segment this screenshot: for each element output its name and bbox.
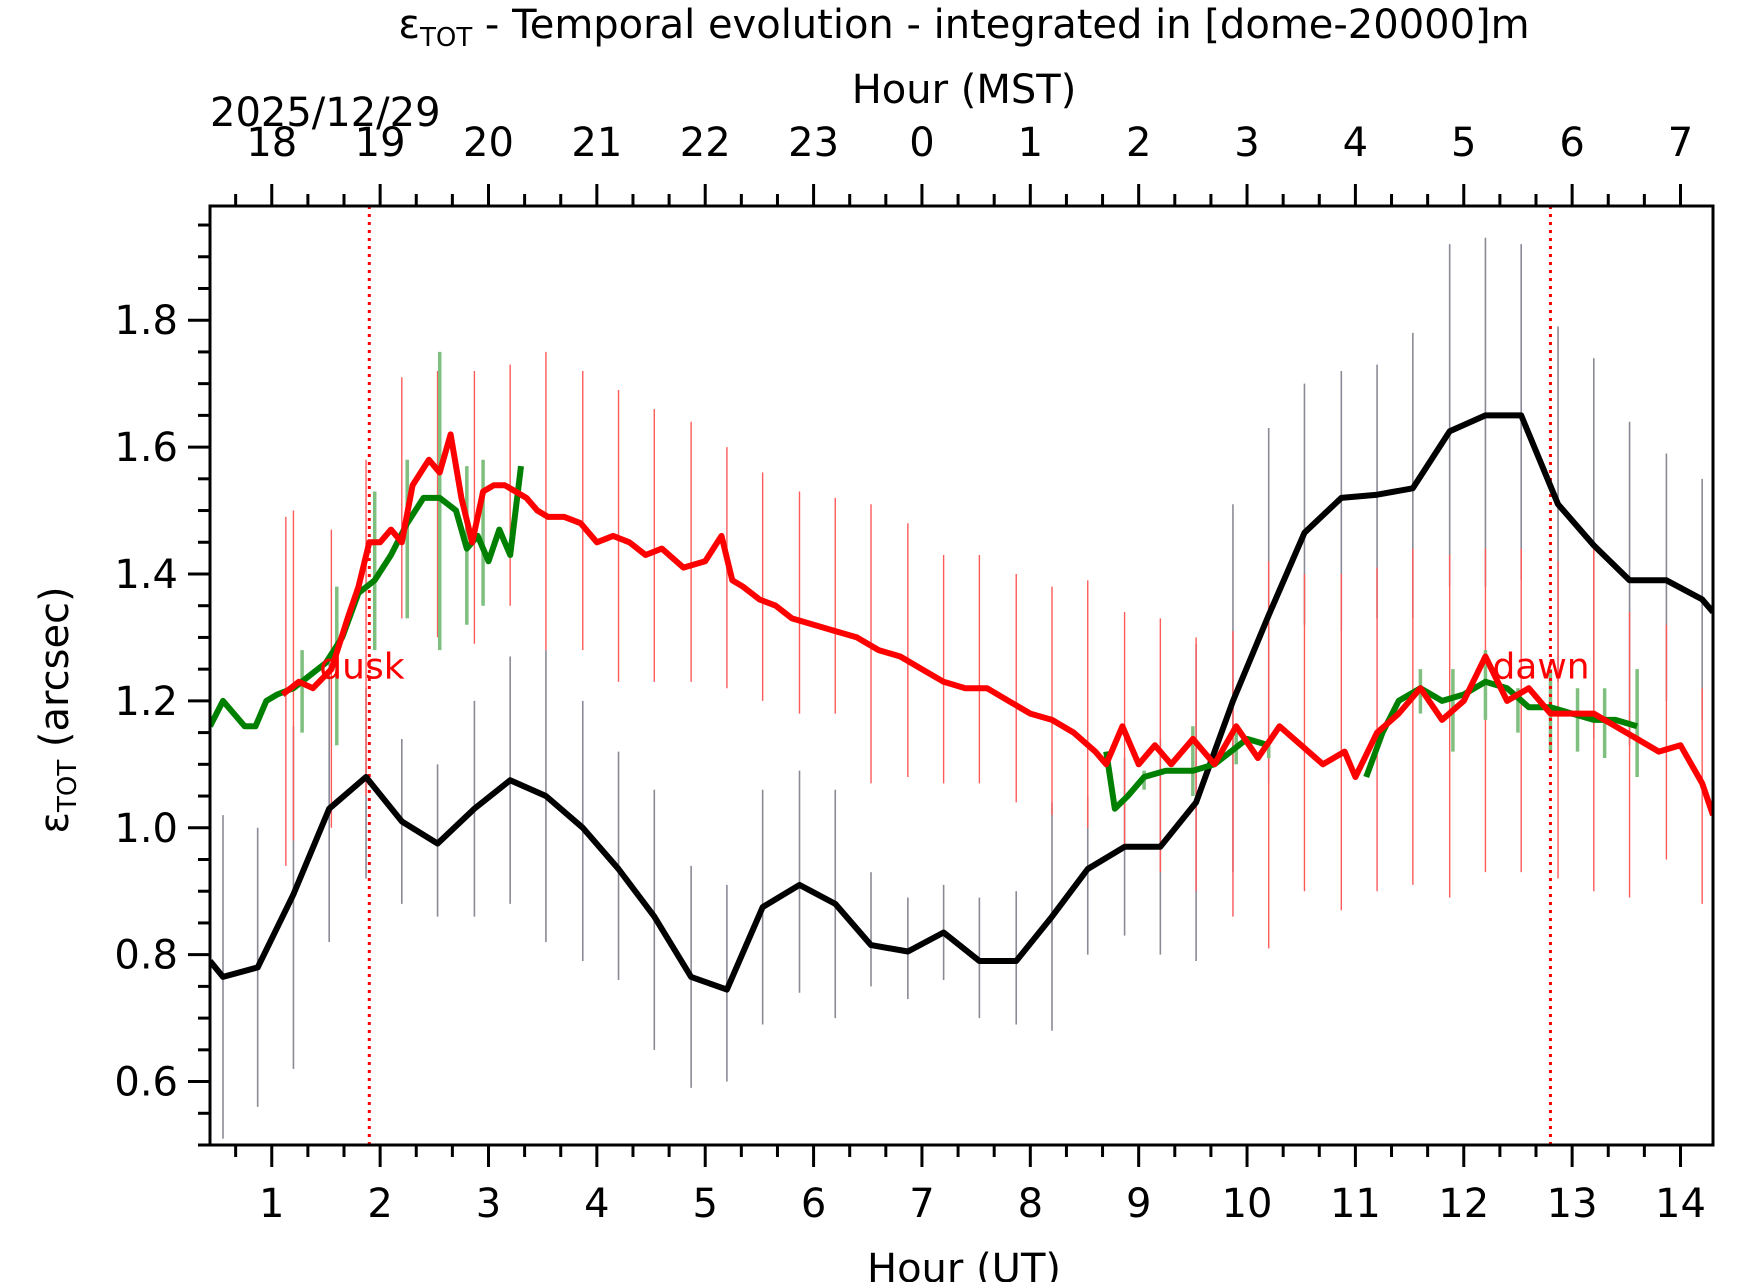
x-tick-label: 6 (801, 1181, 826, 1227)
x-axis-label: Hour (UT) (867, 1246, 1061, 1282)
x-tick-label: 10 (1222, 1181, 1273, 1227)
data-series (210, 412, 1713, 993)
top-tick-label: 5 (1451, 120, 1476, 166)
x-tick-label: 14 (1655, 1181, 1706, 1227)
red-series-line (280, 431, 1713, 817)
y-tick-label: 0.8 (114, 933, 178, 979)
x-tick-label: 13 (1547, 1181, 1598, 1227)
y-tick-label: 0.6 (114, 1060, 178, 1106)
chart-title: εTOT - Temporal evolution - integrated i… (398, 2, 1529, 53)
x-tick-label: 5 (692, 1181, 717, 1227)
ylabel-main: ε (32, 812, 78, 834)
black-series-line (210, 412, 1713, 993)
green-series-line (210, 465, 524, 730)
x-tick-label: 2 (367, 1181, 392, 1227)
axis-ticks: 1182193204215226237081921031141251361470… (114, 120, 1706, 1227)
date-label: 2025/12/29 (210, 90, 441, 136)
top-tick-label: 20 (463, 120, 514, 166)
top-tick-label: 19 (355, 120, 406, 166)
top-tick-label: 23 (788, 120, 839, 166)
annotations: dusk dawn (319, 647, 1589, 688)
top-tick-label: 0 (909, 120, 934, 166)
x-tick-label: 8 (1018, 1181, 1043, 1227)
title-sub: TOT (419, 23, 472, 53)
y-axis-label: εTOT (arcsec) (32, 586, 83, 833)
y-tick-label: 1.0 (114, 806, 178, 852)
title-main: ε (398, 2, 420, 48)
x-tick-label: 9 (1126, 1181, 1151, 1227)
top-tick-label: 22 (680, 120, 731, 166)
top-tick-label: 6 (1559, 120, 1584, 166)
dawn-label: dawn (1492, 647, 1589, 688)
y-tick-label: 1.2 (114, 679, 178, 725)
x-tick-label: 7 (909, 1181, 934, 1227)
ylabel-rest: (arcsec) (32, 586, 78, 759)
x-tick-label: 1 (259, 1181, 284, 1227)
title-rest: - Temporal evolution - integrated in [do… (472, 2, 1529, 48)
y-tick-label: 1.8 (114, 298, 178, 344)
top-tick-label: 7 (1668, 120, 1693, 166)
top-tick-label: 2 (1126, 120, 1151, 166)
top-tick-label: 21 (571, 120, 622, 166)
y-tick-label: 1.4 (114, 552, 178, 598)
top-axis-label: Hour (MST) (852, 67, 1077, 113)
green-series-line (1103, 735, 1270, 812)
y-tick-label: 1.6 (114, 425, 178, 471)
plot-frame (208, 204, 1715, 1147)
dusk-label: dusk (319, 647, 404, 688)
top-tick-label: 3 (1234, 120, 1259, 166)
top-tick-label: 4 (1343, 120, 1368, 166)
ylabel-sub: TOT (53, 760, 83, 813)
x-tick-label: 12 (1438, 1181, 1489, 1227)
x-tick-label: 3 (476, 1181, 501, 1227)
top-tick-label: 1 (1018, 120, 1043, 166)
x-tick-label: 4 (584, 1181, 609, 1227)
x-tick-label: 11 (1330, 1181, 1381, 1227)
top-tick-label: 18 (246, 120, 297, 166)
